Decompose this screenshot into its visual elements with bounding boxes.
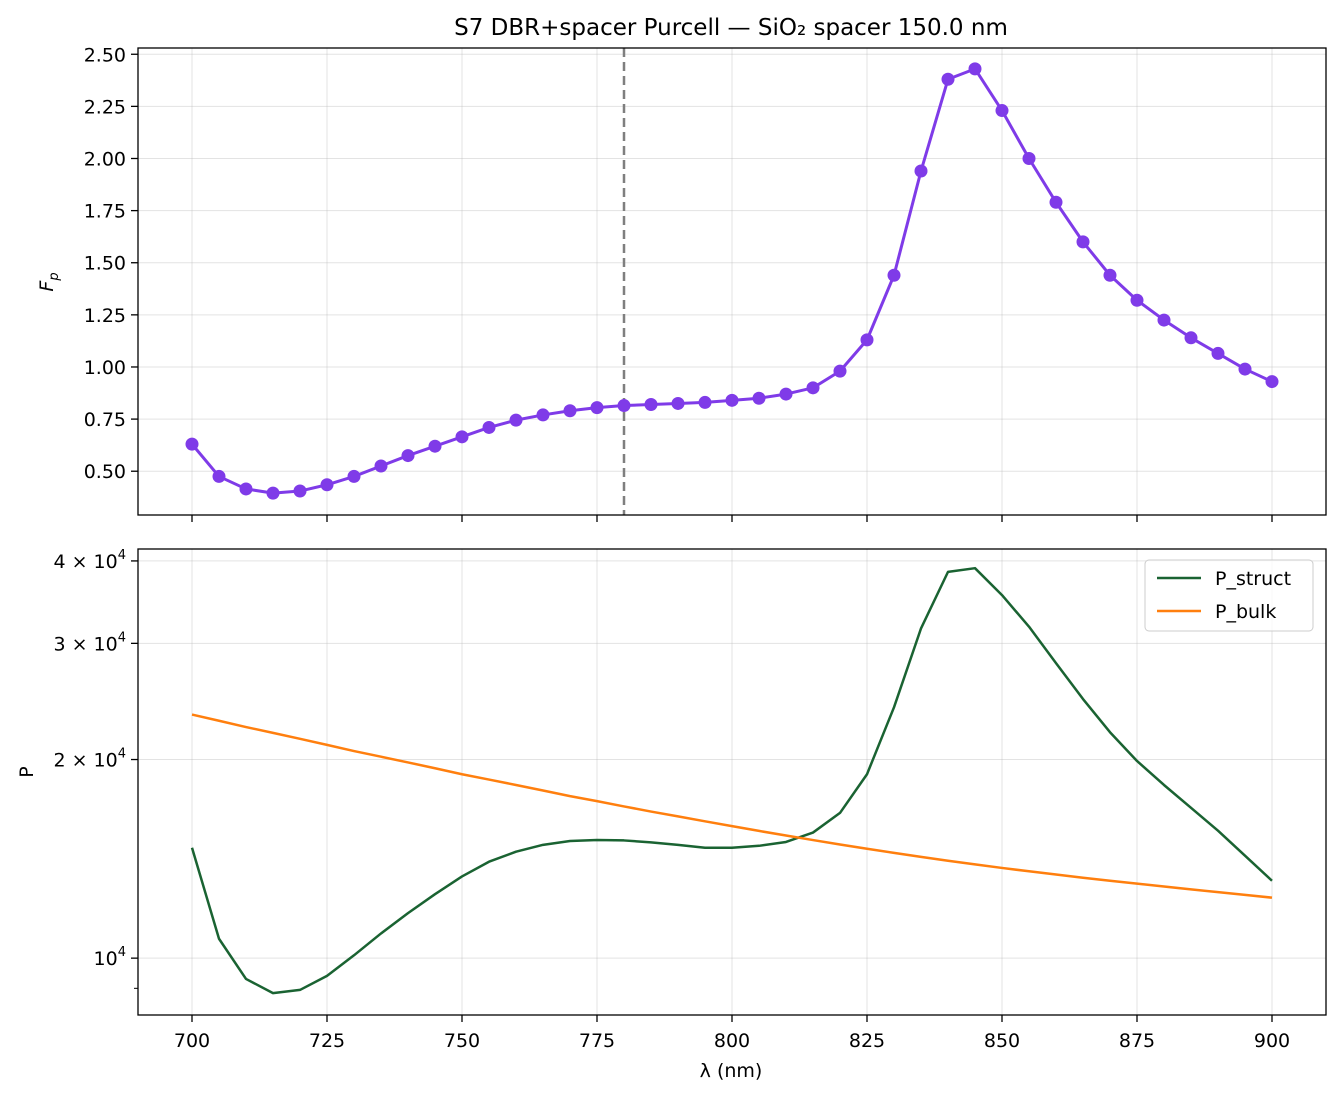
legend: P_struct P_bulk [1144, 559, 1314, 632]
fp-data-point [1184, 331, 1198, 345]
bottom-y-tick-label: 104 [94, 945, 126, 970]
bottom-panel-y-ticks: 104 2 × 104 3 × 104 4 × 104 [53, 548, 138, 989]
top-panel-plot [185, 48, 1279, 515]
top-y-tick-label: 1.25 [84, 305, 126, 327]
fp-data-point [995, 104, 1009, 118]
top-y-tick-label: 0.50 [84, 461, 126, 483]
fp-data-point [590, 401, 604, 415]
x-tick-label: 725 [309, 1030, 345, 1052]
fp-data-point [1211, 346, 1225, 360]
fp-data-point [941, 72, 955, 86]
p-struct-series-line [190, 566, 1273, 995]
top-y-tick-label: 1.50 [84, 253, 126, 275]
p-bulk-series-line [191, 713, 1273, 899]
fp-data-point [563, 404, 577, 418]
bottom-panel-plot [190, 566, 1273, 995]
top-panel-x-ticks [191, 515, 1273, 522]
fp-data-point [833, 364, 847, 378]
fp-data-point [1265, 375, 1279, 389]
x-tick-label: 825 [849, 1030, 885, 1052]
fp-data-point [779, 387, 793, 401]
x-tick-label: 800 [714, 1030, 750, 1052]
fp-data-point [428, 439, 442, 453]
fp-data-point [1103, 268, 1117, 282]
top-y-tick-label: 2.00 [84, 148, 126, 170]
top-panel-y-ticks: 0.50 0.75 1.00 1.25 1.50 1.75 2.00 2.25 2.50 [84, 44, 138, 483]
fp-data-point [536, 408, 550, 422]
fp-data-point [1238, 362, 1252, 376]
legend-label-p-bulk: P_bulk [1215, 601, 1276, 623]
bottom-panel-x-ticks: 700 725 750 775 800 825 850 875 900 [174, 1015, 1290, 1052]
fp-data-point [1022, 151, 1036, 165]
fp-data-point [1076, 235, 1090, 249]
fp-data-point [1130, 293, 1144, 307]
fp-data-point [644, 398, 658, 412]
fp-data-point [1049, 195, 1063, 209]
bottom-y-tick-label: 3 × 104 [53, 630, 126, 655]
fp-data-point [185, 437, 199, 451]
fp-data-point [887, 268, 901, 282]
fp-data-point [509, 413, 523, 427]
top-y-tick-label: 0.75 [84, 409, 126, 431]
fp-data-point [374, 459, 388, 473]
x-axis-label: λ (nm) [700, 1060, 763, 1082]
fp-data-point [320, 478, 334, 492]
fp-data-point [617, 399, 631, 413]
top-y-tick-label: 1.00 [84, 357, 126, 379]
top-panel-y-label: Fp [36, 272, 62, 291]
x-tick-label: 875 [1119, 1030, 1155, 1052]
fp-data-point [293, 484, 307, 498]
fp-data-point [1157, 313, 1171, 327]
chart-title: S7 DBR+spacer Purcell — SiO₂ spacer 150.… [454, 15, 1008, 41]
x-tick-label: 775 [579, 1030, 615, 1052]
fp-data-point [725, 393, 739, 407]
x-tick-label: 850 [984, 1030, 1020, 1052]
fp-data-point [266, 486, 280, 500]
fp-data-point [401, 449, 415, 463]
fp-data-point [806, 381, 820, 395]
top-y-tick-label: 2.50 [84, 44, 126, 66]
fp-data-point [860, 333, 874, 347]
x-tick-label: 900 [1254, 1030, 1290, 1052]
fp-data-point [212, 469, 226, 483]
bottom-panel-y-label: P [16, 766, 38, 777]
fp-data-point [455, 430, 469, 444]
bottom-y-tick-label: 2 × 104 [53, 747, 126, 772]
fp-data-point [698, 395, 712, 409]
fp-data-point [239, 482, 253, 496]
fp-data-point [482, 420, 496, 434]
top-panel-grid [138, 48, 1326, 515]
fp-data-point [671, 396, 685, 410]
top-y-tick-label: 1.75 [84, 201, 126, 223]
x-tick-label: 700 [174, 1030, 210, 1052]
fp-data-point [752, 391, 766, 405]
x-tick-label: 750 [444, 1030, 480, 1052]
bottom-panel-grid [138, 549, 1326, 1015]
fp-data-point [968, 62, 982, 76]
top-y-tick-label: 2.25 [84, 96, 126, 118]
fp-data-point [914, 164, 928, 178]
fp-data-point [347, 469, 361, 483]
legend-label-p-struct: P_struct [1215, 568, 1291, 590]
bottom-y-tick-label: 4 × 104 [53, 548, 126, 573]
